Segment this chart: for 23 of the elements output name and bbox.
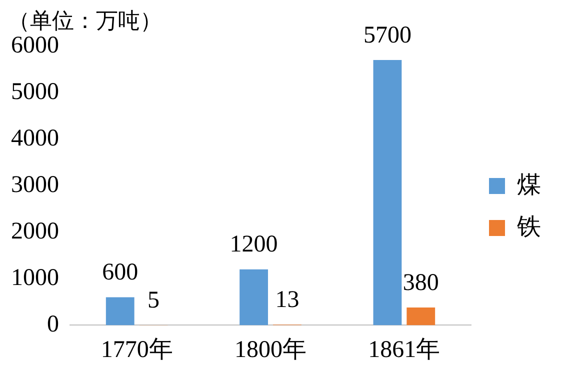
bar: [373, 60, 402, 326]
x-tick-label: 1770年: [100, 336, 173, 363]
y-tick-label: 5000: [11, 78, 59, 105]
y-tick-label: 3000: [11, 172, 59, 198]
y-tick-label: 4000: [11, 125, 59, 152]
data-label: 1200: [230, 232, 278, 258]
y-tick-label: 1000: [11, 264, 59, 291]
y-tick-label: 0: [47, 311, 59, 338]
y-axis-title: （单位：万吨）: [8, 8, 162, 34]
y-tick-label: 6000: [11, 32, 59, 58]
data-label: 5700: [363, 22, 412, 48]
data-label: 600: [102, 260, 138, 286]
bar: [240, 269, 268, 326]
legend-label: 煤: [517, 172, 541, 198]
x-tick-label: 1800年: [234, 336, 306, 363]
data-label: 13: [275, 286, 300, 313]
y-tick-label: 2000: [11, 218, 59, 244]
legend-label: 铁: [516, 214, 541, 240]
data-label: 380: [402, 270, 439, 296]
data-label: 5: [148, 287, 160, 314]
x-tick-label: 1861年: [368, 336, 440, 363]
bar: [106, 297, 134, 326]
bar: [406, 308, 436, 326]
